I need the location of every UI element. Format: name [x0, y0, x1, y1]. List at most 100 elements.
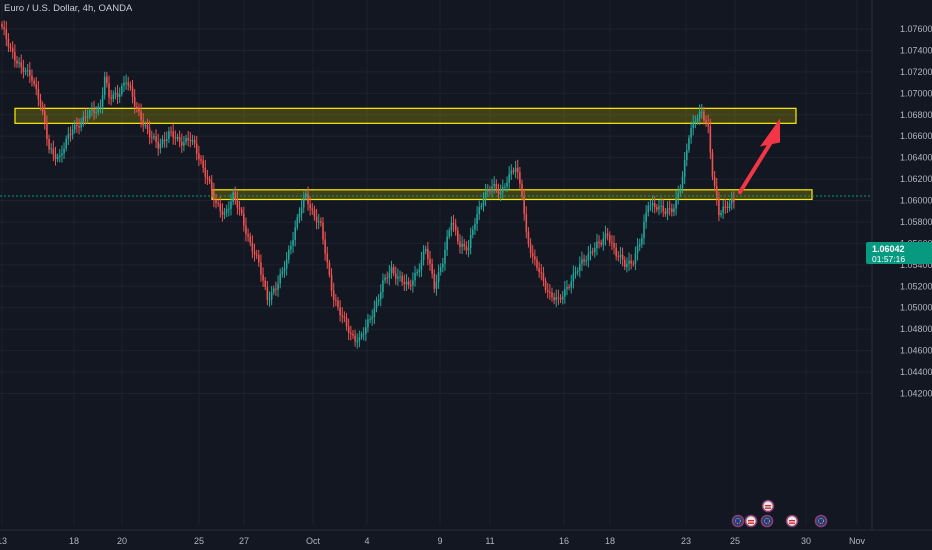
- candle-body[interactable]: [356, 341, 359, 343]
- candle-body[interactable]: [193, 140, 196, 144]
- candle-body[interactable]: [350, 333, 352, 335]
- candle-body[interactable]: [352, 333, 354, 336]
- candle-body[interactable]: [41, 105, 44, 112]
- candle-body[interactable]: [174, 137, 177, 139]
- candle-body[interactable]: [168, 131, 170, 140]
- candle-body[interactable]: [497, 188, 500, 194]
- candle-body[interactable]: [527, 231, 530, 244]
- candle-body[interactable]: [405, 281, 408, 285]
- candle-body[interactable]: [512, 170, 515, 172]
- candle-body[interactable]: [403, 282, 406, 285]
- candle-body[interactable]: [416, 271, 418, 273]
- candle-body[interactable]: [454, 224, 457, 231]
- candle-body[interactable]: [146, 124, 149, 129]
- candle-body[interactable]: [294, 227, 296, 241]
- candle-body[interactable]: [433, 273, 436, 289]
- candle-body[interactable]: [480, 205, 483, 208]
- candle-body[interactable]: [523, 196, 525, 214]
- candle-body[interactable]: [711, 152, 714, 177]
- candle-body[interactable]: [191, 140, 194, 142]
- candle-body[interactable]: [600, 242, 602, 245]
- candle-body[interactable]: [581, 259, 583, 264]
- candle-body[interactable]: [450, 222, 453, 231]
- candle-body[interactable]: [272, 288, 275, 293]
- candle-body[interactable]: [435, 282, 438, 289]
- candle-body[interactable]: [183, 142, 185, 146]
- candle-body[interactable]: [461, 243, 463, 248]
- price-zone[interactable]: [211, 189, 813, 201]
- candle-body[interactable]: [534, 256, 536, 260]
- candle-body[interactable]: [198, 153, 200, 160]
- candle-body[interactable]: [232, 192, 234, 202]
- candle-body[interactable]: [730, 198, 733, 204]
- candle-body[interactable]: [696, 118, 699, 122]
- candle-body[interactable]: [591, 251, 594, 253]
- candle-body[interactable]: [307, 193, 309, 205]
- candle-body[interactable]: [679, 188, 682, 194]
- candle-body[interactable]: [382, 280, 384, 292]
- candle-body[interactable]: [234, 192, 237, 200]
- candle-body[interactable]: [253, 251, 256, 255]
- candle-body[interactable]: [114, 92, 117, 95]
- candle-body[interactable]: [247, 234, 249, 237]
- candle-body[interactable]: [249, 236, 252, 243]
- candle-body[interactable]: [31, 75, 33, 81]
- candle-body[interactable]: [628, 260, 630, 264]
- candle-body[interactable]: [606, 233, 609, 236]
- candle-body[interactable]: [495, 183, 498, 189]
- candle-body[interactable]: [647, 205, 650, 213]
- candle-body[interactable]: [658, 206, 660, 210]
- candle-body[interactable]: [690, 128, 692, 138]
- candle-body[interactable]: [700, 111, 703, 113]
- candle-body[interactable]: [290, 245, 292, 250]
- candle-body[interactable]: [345, 317, 348, 327]
- candle-body[interactable]: [630, 260, 632, 264]
- candle-body[interactable]: [35, 83, 38, 89]
- candle-body[interactable]: [99, 106, 102, 108]
- candle-body[interactable]: [332, 290, 335, 301]
- candle-body[interactable]: [369, 319, 371, 321]
- candle-body[interactable]: [343, 316, 346, 318]
- candle-body[interactable]: [486, 189, 489, 192]
- candle-body[interactable]: [44, 111, 46, 124]
- candle-body[interactable]: [613, 243, 615, 248]
- candle-body[interactable]: [424, 248, 427, 252]
- arrow-head[interactable]: [760, 118, 780, 147]
- candle-body[interactable]: [510, 170, 513, 175]
- candle-body[interactable]: [615, 247, 617, 257]
- candle-body[interactable]: [317, 221, 320, 223]
- candle-body[interactable]: [339, 307, 341, 316]
- candle-body[interactable]: [93, 108, 95, 114]
- candle-body[interactable]: [593, 248, 596, 253]
- candle-body[interactable]: [390, 267, 393, 274]
- candle-body[interactable]: [84, 116, 87, 118]
- candle-body[interactable]: [3, 27, 5, 30]
- candle-body[interactable]: [108, 83, 110, 98]
- candle-body[interactable]: [200, 159, 202, 161]
- candle-body[interactable]: [559, 298, 562, 300]
- candle-body[interactable]: [358, 337, 361, 342]
- candle-body[interactable]: [270, 292, 273, 300]
- candle-body[interactable]: [557, 297, 560, 299]
- candle-body[interactable]: [733, 198, 735, 202]
- candle-body[interactable]: [187, 138, 189, 141]
- candle-body[interactable]: [572, 273, 575, 282]
- candle-body[interactable]: [71, 129, 74, 135]
- arrow-shaft[interactable]: [738, 138, 774, 195]
- candle-body[interactable]: [78, 125, 80, 128]
- candle-body[interactable]: [148, 128, 151, 138]
- candle-body[interactable]: [326, 253, 329, 263]
- candle-body[interactable]: [444, 249, 446, 264]
- candle-body[interactable]: [240, 209, 243, 214]
- candle-body[interactable]: [446, 236, 448, 250]
- candle-body[interactable]: [202, 160, 204, 168]
- candle-body[interactable]: [213, 190, 215, 200]
- candle-body[interactable]: [243, 213, 245, 226]
- candle-body[interactable]: [377, 299, 380, 302]
- candle-body[interactable]: [641, 237, 643, 245]
- candle-body[interactable]: [677, 193, 680, 198]
- candle-body[interactable]: [686, 150, 688, 161]
- candle-body[interactable]: [546, 290, 549, 292]
- candle-body[interactable]: [596, 241, 598, 249]
- candle-body[interactable]: [33, 80, 35, 84]
